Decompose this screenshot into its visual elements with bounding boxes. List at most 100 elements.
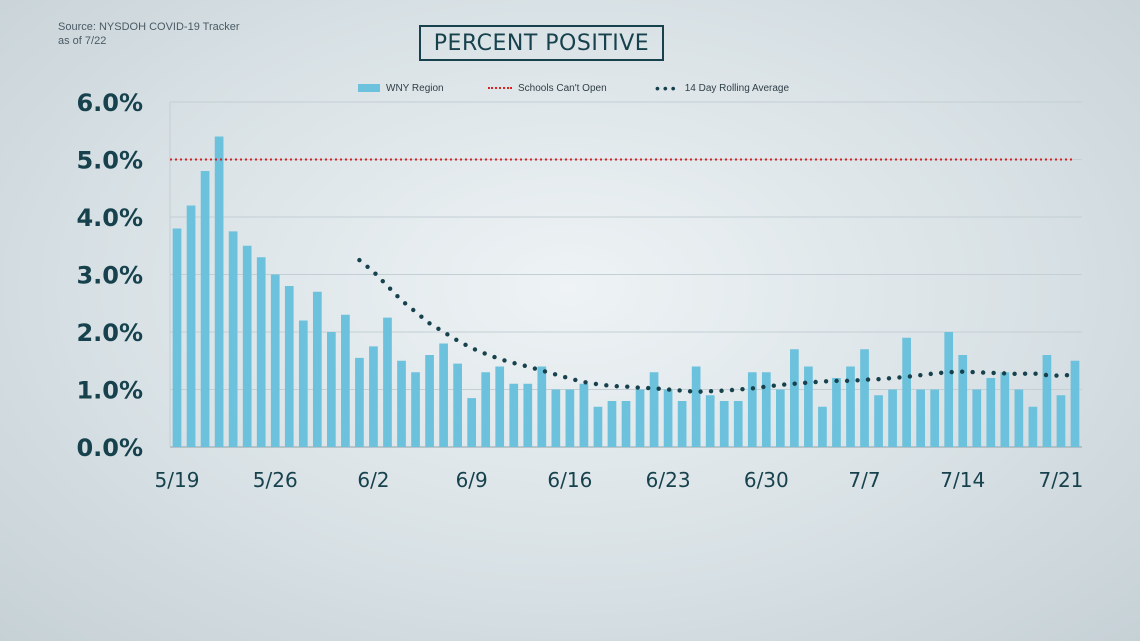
x-tick-label: 7/14 <box>940 468 985 492</box>
rolling-average-dot <box>844 378 850 384</box>
bar <box>256 257 266 447</box>
x-tick-label: 6/30 <box>744 468 789 492</box>
bar <box>691 366 701 447</box>
bar <box>804 366 813 447</box>
bar <box>930 389 940 447</box>
bar <box>467 398 477 447</box>
source-note: Source: NYSDOH COVID-19 Tracker as of 7/… <box>58 20 240 48</box>
rolling-average-dot <box>666 387 672 392</box>
rolling-average-dot <box>646 385 651 391</box>
bar <box>298 320 308 447</box>
rolling-average-dot <box>855 378 860 383</box>
bar <box>509 383 519 447</box>
rolling-average-dot <box>771 383 776 388</box>
rolling-average-dot <box>532 366 538 371</box>
x-tick-label: 5/26 <box>253 468 298 492</box>
rolling-average-dot <box>472 347 478 352</box>
rolling-average-dot <box>436 326 441 332</box>
rolling-average-dot <box>719 388 724 393</box>
bar <box>200 171 210 447</box>
rolling-average-dot <box>834 378 839 384</box>
bar <box>1070 360 1080 447</box>
bar <box>228 231 238 447</box>
x-tick-label: 6/16 <box>547 468 592 492</box>
bar <box>397 360 406 447</box>
y-tick-label: 5.0% <box>76 147 143 175</box>
legend-dots-swatch: ••• <box>655 80 679 96</box>
bar <box>733 401 743 447</box>
chart-title: PERCENT POSITIVE <box>433 30 650 56</box>
x-axis-ticks: 5/19 5/26 6/2 6/9 6/16 6/23 6/30 7/7 7/14 7/21 <box>155 468 1084 492</box>
legend-label-rolling: 14 Day Rolling Average <box>684 82 790 94</box>
rolling-average-dot <box>928 371 933 377</box>
bar <box>663 389 673 447</box>
rolling-average-dot <box>980 370 986 375</box>
rolling-average-dot <box>365 264 370 269</box>
bar <box>902 337 911 447</box>
legend-label-wny: WNY Region <box>386 82 444 94</box>
bar <box>677 401 687 447</box>
bar <box>832 378 841 447</box>
rolling-average-dot <box>750 386 756 391</box>
legend-item-threshold: Schools Can't Open <box>488 80 607 96</box>
bar <box>579 383 589 447</box>
bar <box>270 274 280 447</box>
rolling-average-dot <box>427 321 432 326</box>
rolling-average-dot <box>802 380 808 386</box>
bar <box>846 366 855 447</box>
rolling-average-dot <box>395 294 400 299</box>
rolling-average-dot <box>583 380 588 385</box>
bar <box>242 245 252 447</box>
bar <box>1042 355 1052 447</box>
rolling-average-dot <box>656 386 661 391</box>
bar <box>860 349 869 447</box>
rolling-average-dot <box>1043 372 1049 378</box>
rolling-average-dot <box>573 377 578 383</box>
y-tick-label: 3.0% <box>76 262 143 290</box>
bar <box>327 332 336 447</box>
bar <box>1000 372 1010 447</box>
y-tick-label: 4.0% <box>76 204 143 232</box>
bar <box>593 406 603 447</box>
bar <box>607 401 617 447</box>
rolling-average-dot <box>614 384 619 389</box>
rolling-average-dot <box>991 370 996 376</box>
bar <box>1014 389 1024 447</box>
rolling-average-series <box>357 257 1070 394</box>
bar <box>214 136 224 447</box>
bar <box>495 366 505 447</box>
bar <box>1028 406 1038 447</box>
bar <box>355 357 364 447</box>
rolling-average-dot <box>823 379 829 384</box>
rolling-average-dot <box>782 382 787 387</box>
bar <box>888 389 897 447</box>
bar <box>537 366 547 447</box>
rolling-average-dot <box>761 384 766 390</box>
bar <box>1056 395 1066 447</box>
x-tick-label: 7/21 <box>1038 468 1083 492</box>
rolling-average-dot <box>522 363 527 368</box>
bar-series <box>172 136 1080 447</box>
bar <box>172 228 182 447</box>
bar <box>439 343 448 447</box>
bar <box>944 332 954 447</box>
rolling-average-dot <box>897 375 902 380</box>
bar <box>369 346 378 447</box>
bar <box>312 291 322 447</box>
rolling-average-dot <box>970 369 975 375</box>
bar <box>186 205 196 447</box>
rolling-average-dot <box>512 361 517 366</box>
rolling-average-dot <box>677 388 682 393</box>
bar <box>621 401 631 447</box>
chart-title-box: PERCENT POSITIVE <box>419 25 664 61</box>
rolling-average-dot <box>552 372 558 377</box>
bar <box>747 372 757 447</box>
source-line-2: as of 7/22 <box>58 35 107 47</box>
bar <box>958 355 968 447</box>
y-tick-label: 2.0% <box>76 319 143 347</box>
bar <box>565 389 575 447</box>
rolling-average-dot <box>542 369 548 374</box>
rolling-average-dot <box>593 381 599 387</box>
rolling-average-dot <box>918 372 923 378</box>
